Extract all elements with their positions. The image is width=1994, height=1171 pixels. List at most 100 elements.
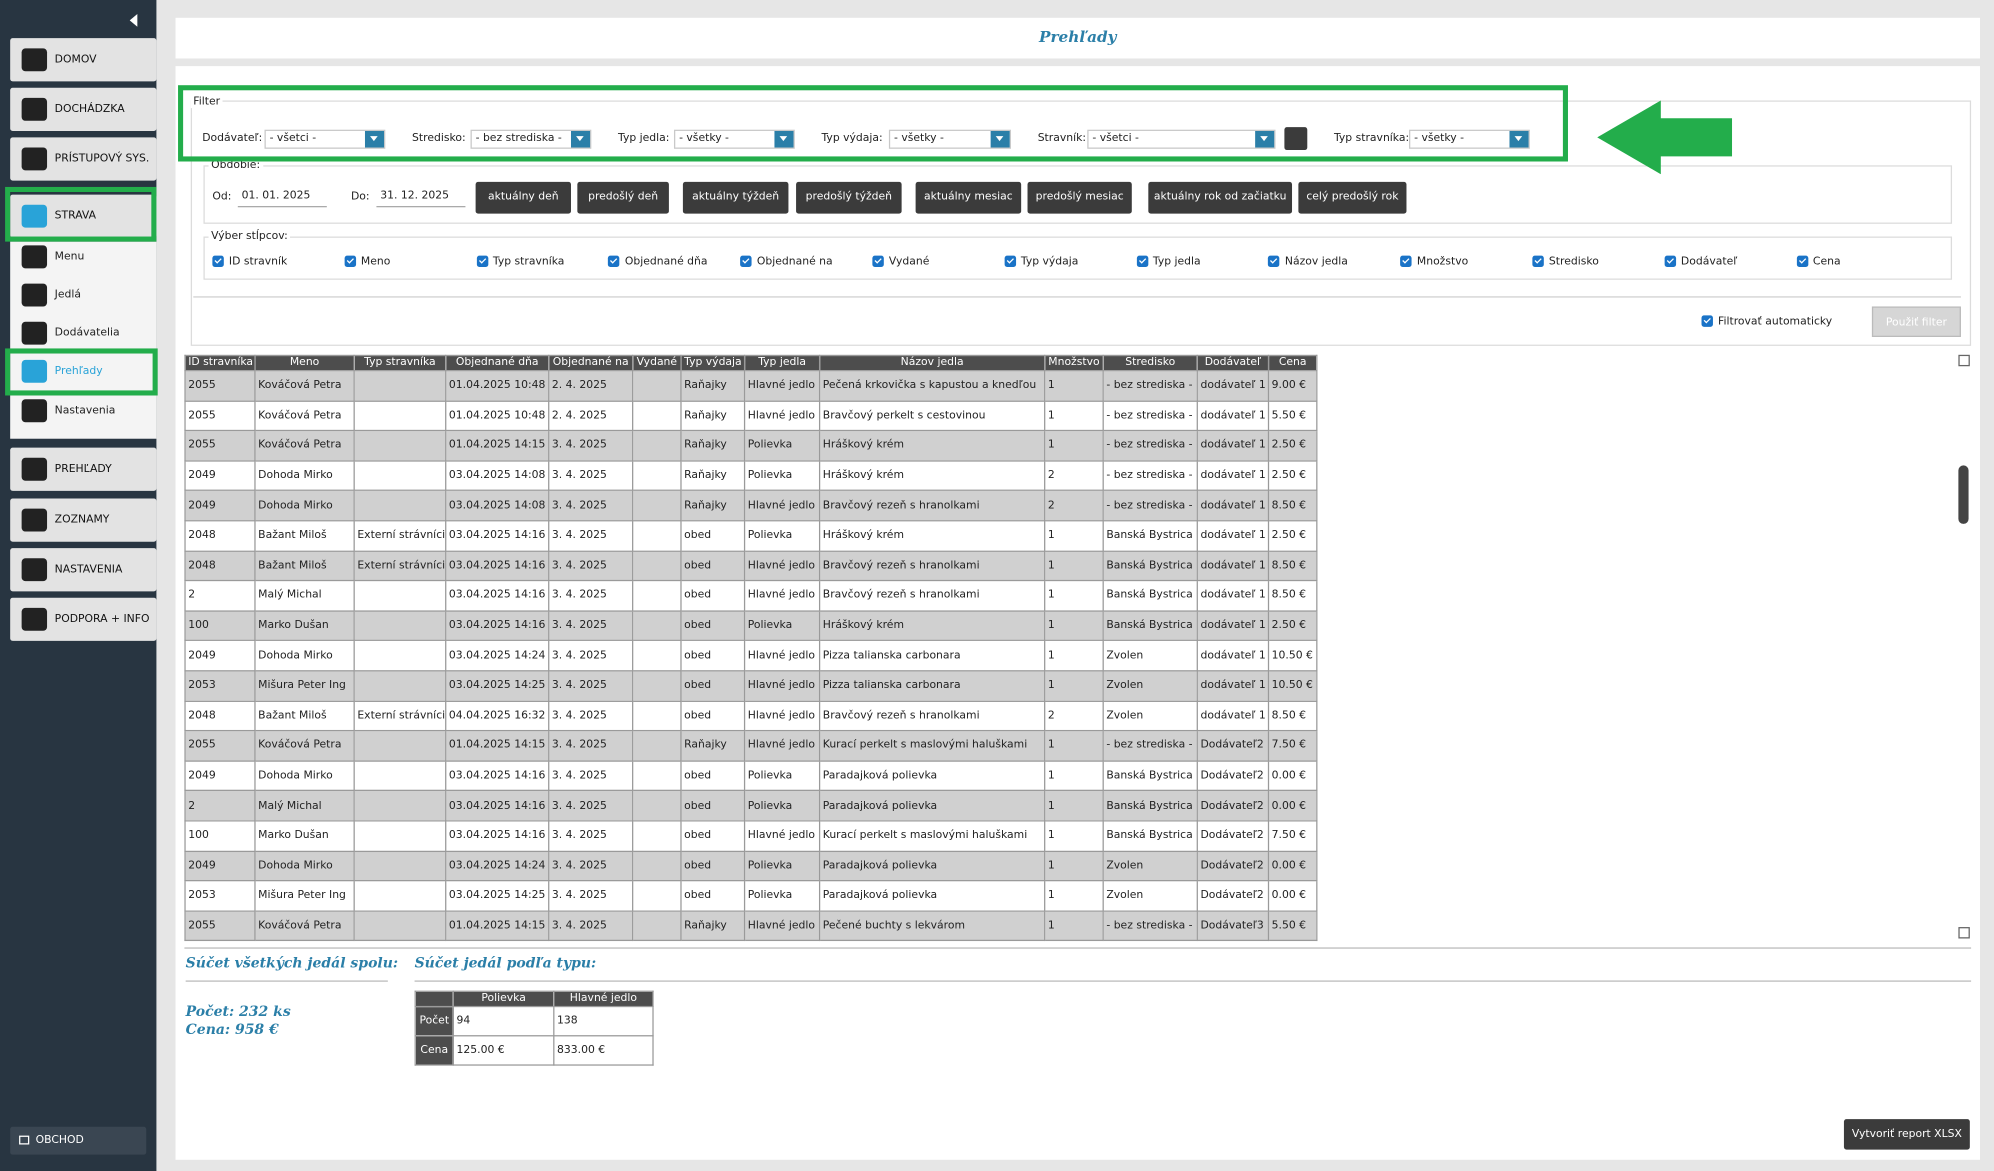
collapse-arrow[interactable] — [129, 13, 138, 27]
table-cell: 0.00 € — [1267, 880, 1318, 912]
table-row[interactable]: 2049 Dohoda Mirko 03.04.2025 14:24 3. 4. 20… — [184, 640, 1318, 672]
table-row[interactable]: 2049 Dohoda Mirko 03.04.2025 14:24 3. 4. 20… — [184, 850, 1318, 882]
column-checkbox[interactable] — [1664, 255, 1676, 268]
table-cell: 03.04.2025 14:16 — [445, 610, 550, 642]
period-button[interactable]: predošlý mesiac — [1027, 181, 1132, 214]
date-input[interactable]: 31. 12. 2025 — [376, 188, 466, 208]
column-checkbox[interactable] — [1004, 255, 1016, 268]
column-checkbox[interactable] — [476, 255, 488, 268]
table-cell: 2 — [1044, 700, 1104, 732]
table-cell — [353, 580, 447, 612]
nav-button[interactable]: PODPORA + INFO — [10, 597, 157, 641]
table-row[interactable]: 2053 Mišura Peter Ing 03.04.2025 14:25 3. 4… — [184, 670, 1318, 702]
table-cell: 3. 4. 2025 — [548, 640, 634, 672]
table-row[interactable]: 2048 Bažant Miloš Externí strávníci 03.04.2… — [184, 550, 1318, 582]
table-row[interactable]: 100 Marko Dušan 03.04.2025 14:16 3. 4. 2025… — [184, 820, 1318, 852]
nav-button[interactable]: PREHĽADY — [10, 447, 157, 491]
period-button[interactable]: aktuálny mesiac — [915, 181, 1022, 214]
table-row[interactable]: 2055 Kováčová Petra 01.04.2025 14:15 3. 4. … — [184, 910, 1318, 942]
column-checkbox[interactable] — [740, 255, 752, 268]
nav-button[interactable]: STRAVA — [10, 194, 157, 238]
scroll-down[interactable] — [1958, 927, 1970, 939]
filter-legend: Filter — [190, 95, 223, 109]
filter-select[interactable]: - všetci - — [264, 129, 386, 149]
table-cell — [632, 670, 682, 702]
column-header[interactable]: Typ stravníka — [353, 354, 447, 372]
nav-button[interactable]: PRÍSTUPOVÝ SYS. — [10, 137, 157, 181]
scroll-thumb[interactable] — [1958, 465, 1969, 524]
filter-select[interactable]: - všetky - — [673, 129, 795, 149]
column-header[interactable]: Cena — [1267, 354, 1318, 372]
submenu-item[interactable]: Prehľady — [10, 359, 156, 384]
column-header[interactable]: Stredisko — [1102, 354, 1198, 372]
column-header[interactable]: Objednané dňa — [445, 354, 550, 372]
filter-select[interactable]: - všetky - — [1409, 129, 1530, 149]
column-header[interactable]: ID stravníka — [184, 354, 256, 372]
column-checkbox[interactable] — [1136, 255, 1148, 268]
table-row[interactable]: 100 Marko Dušan 03.04.2025 14:16 3. 4. 2025… — [184, 610, 1318, 642]
column-header[interactable]: Typ jedla — [743, 354, 821, 372]
table-row[interactable]: 2049 Dohoda Mirko 03.04.2025 14:08 3. 4. 20… — [184, 460, 1318, 492]
period-button[interactable]: predošlý týždeň — [796, 181, 902, 214]
period-button[interactable]: celý predošlý rok — [1298, 181, 1407, 214]
filter-label: Typ jedla: — [618, 132, 670, 145]
table-row[interactable]: 2 Malý Michal 03.04.2025 14:16 3. 4. 2025 ob… — [184, 790, 1318, 822]
submenu-item[interactable]: Nastavenia — [10, 398, 156, 423]
table-row[interactable]: 2048 Bažant Miloš Externí strávníci 04.04.2… — [184, 700, 1318, 732]
table-row[interactable]: 2055 Kováčová Petra 01.04.2025 14:15 3. 4. … — [184, 730, 1318, 762]
submenu-icon — [21, 399, 48, 423]
table-cell: 01.04.2025 10:48 — [445, 400, 550, 432]
nav-button[interactable]: ZOZNAMY — [10, 498, 157, 542]
auto-checkbox[interactable] — [1701, 315, 1713, 327]
column-header[interactable]: Meno — [254, 354, 355, 372]
filter-select[interactable]: - všetky - — [888, 129, 1011, 149]
table-cell: Raňajky — [680, 490, 746, 522]
column-header[interactable]: Objednané na — [548, 354, 634, 372]
table-row[interactable]: 2049 Dohoda Mirko 03.04.2025 14:08 3. 4. 20… — [184, 490, 1318, 522]
table-cell — [632, 820, 682, 852]
scroll-up[interactable] — [1958, 354, 1970, 367]
column-checkbox[interactable] — [344, 255, 356, 268]
table-row[interactable]: 2 Malý Michal 03.04.2025 14:16 3. 4. 2025 ob… — [184, 580, 1318, 612]
table-row[interactable]: 2049 Dohoda Mirko 03.04.2025 14:16 3. 4. 20… — [184, 760, 1318, 792]
nav-button[interactable]: DOCHÁDZKA — [10, 87, 157, 131]
column-header[interactable]: Množstvo — [1044, 354, 1104, 372]
table-cell — [632, 460, 682, 492]
submenu-item[interactable]: Dodávatelia — [10, 320, 156, 345]
column-header[interactable]: Typ výdaja — [680, 354, 746, 372]
column-checkbox[interactable] — [1400, 255, 1412, 268]
apply-button[interactable]: Použiť filter — [1871, 306, 1961, 337]
column-checkbox[interactable] — [212, 255, 224, 268]
column-checkbox[interactable] — [1532, 255, 1544, 268]
date-input[interactable]: 01. 01. 2025 — [237, 188, 327, 208]
column-header[interactable]: Názov jedla — [818, 354, 1046, 372]
table-row[interactable]: 2053 Mišura Peter Ing 03.04.2025 14:25 3. 4… — [184, 880, 1318, 912]
table-cell: 3. 4. 2025 — [548, 880, 634, 912]
table-cell: 8.50 € — [1267, 580, 1318, 612]
nav-button[interactable]: NASTAVENIA — [10, 548, 157, 592]
period-button[interactable]: aktuálny rok od začiatku — [1148, 181, 1293, 214]
table-row[interactable]: 2055 Kováčová Petra 01.04.2025 10:48 2. 4. … — [184, 400, 1318, 432]
export-button[interactable]: Vytvoriť report XLSX — [1843, 1119, 1970, 1150]
table-cell: Dohoda Mirko — [254, 760, 355, 792]
column-checkbox[interactable] — [1796, 255, 1808, 268]
shop-button[interactable]: OBCHOD — [10, 1126, 147, 1155]
table-cell — [353, 730, 447, 762]
submenu-item[interactable]: Jedlá — [10, 282, 156, 307]
filter-select[interactable]: - všetci - — [1087, 129, 1276, 149]
period-button[interactable]: aktuálny deň — [475, 181, 571, 214]
filter-select[interactable]: - bez strediska - — [470, 129, 592, 149]
type-summary-table: Polievka Hlavné jedlo Počet 94 138 Cena 125.00… — [414, 990, 654, 1066]
period-button[interactable]: predošlý deň — [577, 181, 669, 214]
column-checkbox[interactable] — [872, 255, 884, 268]
nav-button[interactable]: DOMOV — [10, 38, 157, 82]
column-header[interactable]: Dodávateľ — [1196, 354, 1270, 372]
table-row[interactable]: 2048 Bažant Miloš Externí strávníci 03.04.2… — [184, 520, 1318, 552]
column-checkbox[interactable] — [608, 255, 620, 268]
table-row[interactable]: 2055 Kováčová Petra 01.04.2025 14:15 3. 4. … — [184, 430, 1318, 462]
period-button[interactable]: aktuálny týždeň — [682, 181, 789, 214]
submenu-item[interactable]: Menu — [10, 244, 156, 269]
column-header[interactable]: Vydané — [632, 354, 682, 372]
table-row[interactable]: 2055 Kováčová Petra 01.04.2025 10:48 2. 4. … — [184, 370, 1318, 402]
column-checkbox[interactable] — [1268, 255, 1280, 268]
